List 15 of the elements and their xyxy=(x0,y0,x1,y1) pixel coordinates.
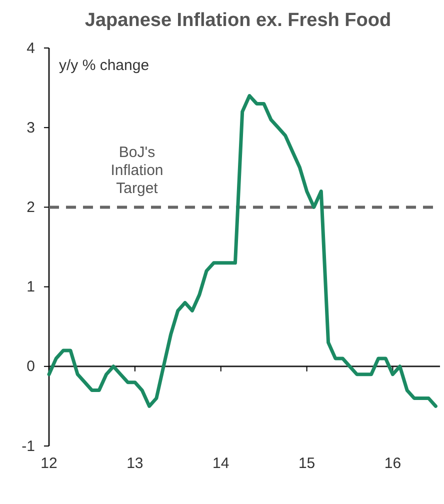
y-tick-label: 4 xyxy=(26,40,35,57)
y-tick-label: 0 xyxy=(26,358,35,376)
y-tick-label: 2 xyxy=(26,199,35,216)
x-tick-label: 14 xyxy=(212,455,230,472)
ref-line-label: BoJ's Inflation Target xyxy=(110,144,164,198)
y-tick-label: -1 xyxy=(22,438,35,455)
x-tick-label: 15 xyxy=(298,455,316,472)
x-tick-label: 13 xyxy=(126,455,144,472)
y-tick-label: 3 xyxy=(26,119,35,136)
y-axis-title: y/y % change xyxy=(59,57,150,74)
x-tick-label: 16 xyxy=(384,455,402,472)
x-tick-label: 12 xyxy=(40,455,58,472)
line-series xyxy=(47,94,438,408)
chart-title: Japanese Inflation ex. Fresh Food xyxy=(84,10,392,31)
y-tick-label: 1 xyxy=(26,278,35,296)
